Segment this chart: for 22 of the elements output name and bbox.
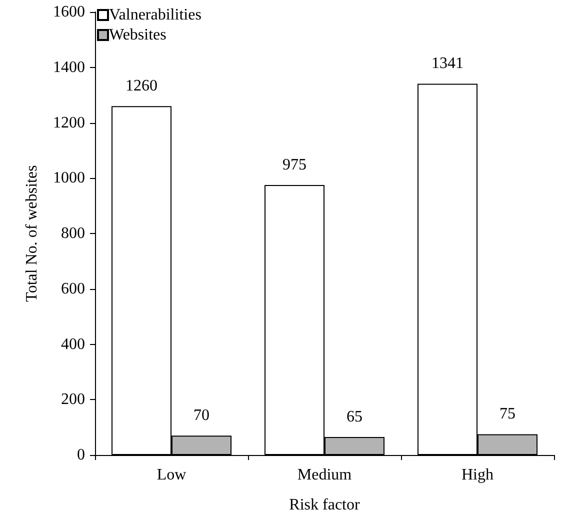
y-tick-label: 1600 bbox=[53, 4, 85, 20]
legend-label: Websites bbox=[109, 26, 166, 44]
y-tick-label: 1200 bbox=[53, 114, 85, 132]
y-tick-label: 600 bbox=[61, 280, 85, 298]
x-tick-label: Low bbox=[156, 466, 187, 484]
data-label: 1341 bbox=[432, 55, 464, 72]
y-tick-label: 0 bbox=[77, 446, 85, 464]
x-tick-label: High bbox=[462, 466, 494, 484]
y-tick-label: 400 bbox=[61, 336, 85, 353]
legend-label: Valnerabilities bbox=[109, 6, 202, 24]
data-label: 1260 bbox=[126, 78, 158, 95]
data-label: 75 bbox=[500, 406, 516, 423]
data-label: 975 bbox=[282, 156, 306, 174]
x-tick-label: Medium bbox=[297, 466, 352, 484]
y-axis-title: Total No. of websites bbox=[24, 165, 40, 302]
x-axis-title: Risk factor bbox=[289, 496, 360, 514]
y-tick-label: 200 bbox=[61, 391, 85, 408]
y-tick-label: 1000 bbox=[53, 170, 85, 187]
y-tick-label: 1400 bbox=[53, 58, 85, 76]
data-label: 65 bbox=[346, 408, 362, 426]
y-tick-label: 800 bbox=[61, 225, 85, 242]
data-label: 70 bbox=[194, 407, 210, 424]
